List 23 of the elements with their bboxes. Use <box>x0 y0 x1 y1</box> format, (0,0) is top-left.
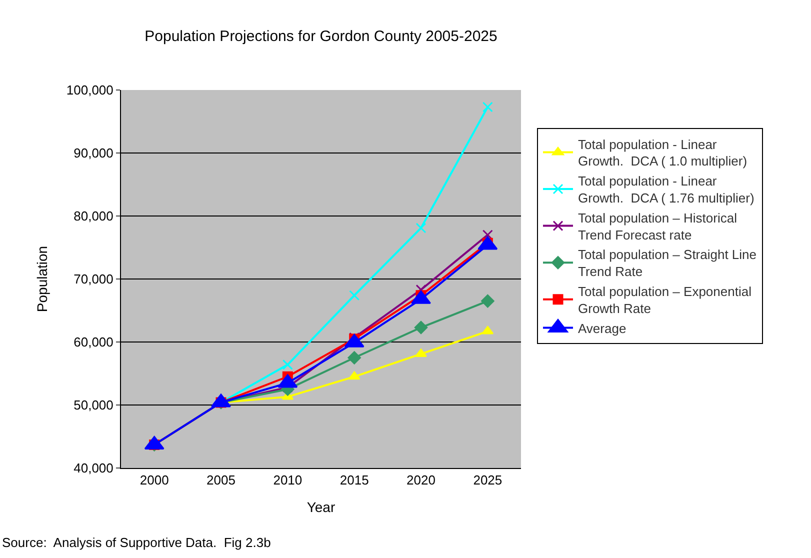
chart-title: Population Projections for Gordon County 2005-2025 <box>144 28 498 46</box>
x-tick-label: 2020 <box>406 472 436 488</box>
legend-label: Total population - Linear Growth. DCA ( 1.0 multiplier) <box>578 136 748 169</box>
y-tick-label: 80,000 <box>74 208 114 224</box>
x-axis-title: Year <box>306 498 336 515</box>
x-tick-label: 2015 <box>340 472 369 488</box>
y-tick-label: 70,000 <box>74 272 114 287</box>
x-tick-label: 2010 <box>273 472 302 488</box>
x-tick-label: 2025 <box>473 472 502 488</box>
y-tick-label: 100,000 <box>66 82 114 98</box>
source-note: Source: Analysis of Supportive Data. Fig 2.3b <box>2 535 271 550</box>
y-axis-title: Population <box>34 246 50 312</box>
x-tick-label: 2000 <box>140 472 169 488</box>
y-tick-label: 60,000 <box>74 334 114 350</box>
y-tick-label: 90,000 <box>74 146 114 161</box>
legend-label: Total population – Historical Trend Forecast rate <box>578 210 738 242</box>
y-tick-label: 50,000 <box>74 398 114 413</box>
y-tick-label: 40,000 <box>74 460 114 476</box>
legend-label: Total population - Linear Growth. DCA ( 1.76 multiplier) <box>578 174 754 206</box>
legend-label: Total population – Straight Line Trend Rate <box>578 247 757 280</box>
x-tick-label: 2005 <box>206 472 236 488</box>
legend-label: Total population – Exponential Growth Rate <box>578 284 752 316</box>
legend-label: Average <box>578 320 626 336</box>
